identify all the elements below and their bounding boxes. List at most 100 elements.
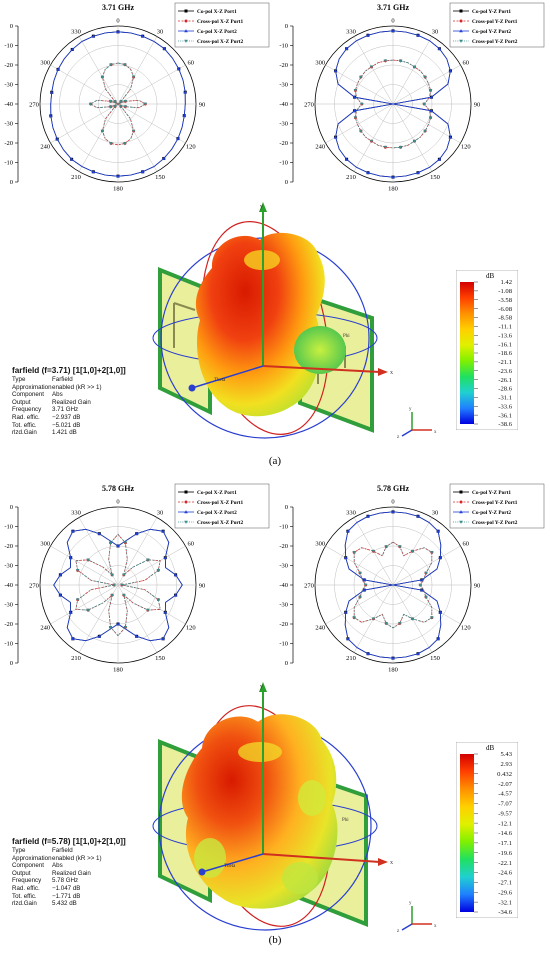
angle-tick-label: 120 bbox=[461, 143, 471, 150]
angle-tick-label: 120 bbox=[461, 624, 471, 631]
data-point bbox=[436, 636, 440, 641]
colorbar-tick-label: -4.57 bbox=[498, 791, 512, 798]
data-point bbox=[49, 90, 54, 94]
radial-tick-label: -30 bbox=[4, 602, 13, 609]
data-point bbox=[71, 529, 75, 533]
series-co-pol-y-z-port2 bbox=[343, 509, 443, 660]
data-point bbox=[363, 583, 368, 587]
data-point bbox=[398, 59, 403, 63]
data-point bbox=[176, 67, 181, 71]
chart-legend: Co-pol Y-Z Port1 Cross-pol Y-Z Port1 Co-po… bbox=[449, 2, 545, 48]
data-point bbox=[75, 598, 80, 602]
radial-tick-label: -10 bbox=[279, 641, 288, 648]
data-point bbox=[366, 514, 370, 518]
angle-tick-label: 30 bbox=[432, 510, 439, 517]
data-point bbox=[430, 551, 434, 555]
data-point bbox=[362, 578, 366, 582]
colorbar-unit: dB bbox=[486, 272, 495, 280]
data-point bbox=[420, 588, 424, 592]
data-point bbox=[163, 610, 168, 614]
chart-title: 5.78 GHz bbox=[377, 484, 409, 493]
farfield-header: farfield (f=5.78) [1[1,0]+2[1,0]] bbox=[12, 837, 126, 846]
radial-tick-label: 0 bbox=[285, 179, 288, 186]
angle-tick-label: 90 bbox=[474, 582, 481, 589]
radial-tick-label: -10 bbox=[4, 641, 13, 648]
radial-tick-label: -30 bbox=[279, 82, 288, 89]
data-point bbox=[352, 551, 356, 555]
data-point bbox=[362, 588, 366, 592]
series-cross-pol-x-z-port2 bbox=[88, 62, 148, 146]
data-point bbox=[416, 514, 420, 518]
data-point bbox=[134, 634, 139, 638]
legend-marker bbox=[459, 19, 463, 23]
data-point bbox=[108, 541, 113, 545]
data-point bbox=[123, 625, 128, 630]
legend-label: Co-pol X-Z Port2 bbox=[197, 510, 237, 516]
polar-plot-svg: 3.71 GHz 0 -10 -20 -30 -40 -30 -20 -10 0 0 30 60 90 12… bbox=[279, 2, 545, 192]
colorbar-svg: dB 5.43 2.93 0.432 -2.07 -4.57 -7.07 -9.57 -12.1… bbox=[455, 741, 519, 919]
data-point bbox=[416, 170, 420, 175]
data-point bbox=[123, 541, 128, 545]
data-point bbox=[423, 75, 427, 79]
data-point bbox=[161, 156, 166, 160]
data-point bbox=[113, 105, 117, 109]
polar-plot-svg: 3.71 GHz 0 -10 -20 -30 -40 -30 -20 -10 0 0 30 60 90 12… bbox=[4, 2, 270, 192]
polar-plot-svg: 5.78 GHz 0 -10 -20 -30 -40 -30 -20 -10 0 0 30 60 90 12… bbox=[279, 483, 545, 673]
radial-axis: 0 -10 -20 -30 -40 -30 -20 -10 0 bbox=[279, 504, 294, 667]
data-point bbox=[116, 29, 120, 34]
data-point bbox=[384, 622, 389, 626]
data-point bbox=[359, 129, 363, 133]
colorbar-tick-label: -17.1 bbox=[498, 840, 512, 847]
data-point bbox=[100, 129, 105, 133]
svg-text:x: x bbox=[434, 430, 437, 435]
angle-tick-label: 330 bbox=[71, 510, 81, 517]
legend-marker bbox=[459, 490, 463, 494]
data-point bbox=[369, 139, 374, 144]
data-point bbox=[112, 583, 116, 587]
colorbar-tick-label: 1.42 bbox=[500, 279, 512, 286]
angle-tick-label: 180 bbox=[388, 185, 398, 192]
x-axis-label: x bbox=[390, 860, 393, 866]
angle-tick-label: 60 bbox=[187, 540, 194, 547]
colorbar-tick-label: -28.6 bbox=[498, 386, 512, 393]
data-point bbox=[420, 578, 424, 582]
data-point bbox=[383, 145, 388, 150]
data-point bbox=[430, 616, 434, 620]
data-point bbox=[448, 68, 453, 73]
polar-chart-a-xz: 3.71 GHz 0 -10 -20 -30 -40 -30 -20 -10 0 0 30 60 90 12… bbox=[0, 0, 275, 192]
data-point bbox=[424, 571, 428, 575]
chart-legend: Co-pol X-Z Port1 Cross-pol X-Z Port1 Co-po… bbox=[174, 2, 270, 48]
pattern-side-lobe bbox=[294, 326, 346, 374]
colorbar-tick-label: -22.1 bbox=[498, 860, 512, 867]
caption-b: (b) bbox=[268, 934, 282, 946]
angle-tick-label: 270 bbox=[304, 582, 314, 589]
data-point bbox=[88, 102, 93, 106]
data-point bbox=[353, 89, 358, 93]
data-point bbox=[383, 59, 388, 63]
data-point bbox=[424, 595, 428, 599]
colorbar-tick-label: -14.6 bbox=[498, 830, 512, 837]
data-point bbox=[437, 157, 442, 161]
series-cross-pol-x-z-port2 bbox=[75, 533, 161, 637]
angle-tick-label: 300 bbox=[40, 59, 50, 66]
angle-tick-label: 240 bbox=[315, 624, 325, 631]
angle-tick-label: 30 bbox=[157, 510, 164, 517]
colorbar-tick-label: -32.1 bbox=[498, 899, 512, 906]
radial-tick-label: 0 bbox=[10, 660, 13, 667]
farfield-3d-view-a: y x Theta Phi y x z bbox=[140, 198, 440, 446]
data-point bbox=[140, 34, 145, 38]
data-point bbox=[123, 105, 128, 109]
x-axis-arrow bbox=[262, 365, 381, 373]
data-point bbox=[58, 572, 63, 577]
colorbar-tick-label: -38.6 bbox=[498, 421, 512, 428]
legend-label: Co-pol X-Z Port1 bbox=[197, 490, 237, 496]
radial-tick-label: -40 bbox=[4, 101, 13, 108]
data-point bbox=[123, 142, 127, 146]
data-point bbox=[343, 610, 348, 614]
angle-tick-label: 300 bbox=[315, 59, 325, 66]
radial-tick-label: 0 bbox=[10, 179, 13, 186]
radial-tick-label: -30 bbox=[4, 121, 13, 128]
colorbar-tick-label: -1.08 bbox=[498, 288, 512, 295]
farfield-properties: Type Farfield Approximation enabled (kR >>… bbox=[12, 376, 102, 437]
colorbar-tick-label: -24.6 bbox=[498, 870, 512, 877]
